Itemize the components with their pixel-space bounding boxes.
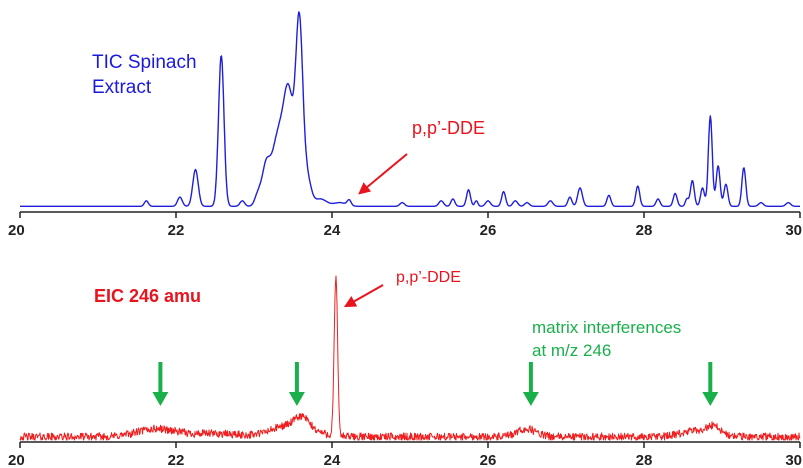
tic-trace bbox=[19, 11, 801, 208]
x-tick-label: 28 bbox=[636, 222, 653, 239]
tic-x-ticks: 20 22 24 26 28 30 bbox=[8, 212, 802, 239]
x-tick-label: 24 bbox=[324, 222, 341, 239]
x-tick-label: 28 bbox=[636, 452, 653, 468]
eic-ddde-label: p,p’-DDE bbox=[396, 269, 461, 286]
eic-ddde-arrow bbox=[343, 284, 384, 308]
x-tick-label: 30 bbox=[785, 452, 802, 468]
x-tick-label: 22 bbox=[168, 222, 185, 239]
x-tick-label: 30 bbox=[785, 222, 802, 239]
tic-ddde-arrow bbox=[358, 153, 408, 195]
eic-title: EIC 246 amu bbox=[94, 286, 201, 306]
x-tick-label: 26 bbox=[480, 222, 497, 239]
tic-title-line1: TIC Spinach bbox=[92, 52, 197, 73]
x-tick-label: 20 bbox=[8, 452, 25, 468]
x-tick-label: 24 bbox=[324, 452, 341, 468]
interference-arrow-head bbox=[702, 392, 719, 406]
interference-arrows bbox=[152, 362, 719, 406]
tic-title-line2: Extract bbox=[92, 77, 152, 98]
interference-label-line2: at m/z 246 bbox=[532, 341, 611, 360]
eic-trace bbox=[19, 275, 801, 441]
eic-x-ticks: 20 22 24 26 28 30 bbox=[8, 442, 802, 468]
x-tick-label: 20 bbox=[8, 222, 25, 239]
interference-label-line1: matrix interferences bbox=[532, 318, 681, 337]
interference-arrow-head bbox=[152, 392, 169, 406]
x-tick-label: 22 bbox=[168, 452, 185, 468]
eic-panel: 20 22 24 26 28 30 EIC 246 amu p,p’-DDE matrix… bbox=[8, 269, 802, 468]
tic-panel: 20 22 24 26 28 30 TIC Spinach Extract p,p’-DD… bbox=[8, 11, 802, 239]
interference-arrow-head bbox=[288, 392, 305, 406]
x-tick-label: 26 bbox=[480, 452, 497, 468]
interference-arrow-head bbox=[522, 392, 539, 406]
tic-ddde-label: p,p’-DDE bbox=[412, 118, 485, 138]
